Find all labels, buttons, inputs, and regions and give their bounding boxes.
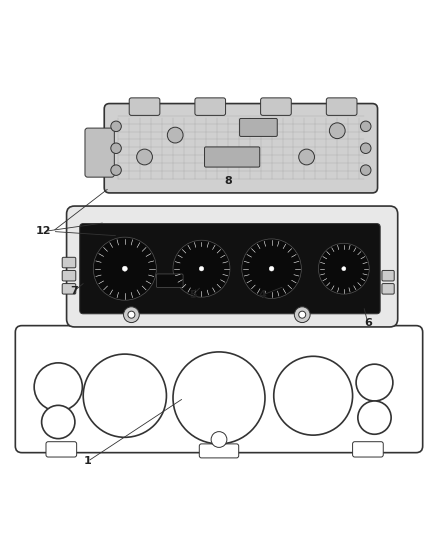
Circle shape	[122, 266, 127, 271]
Circle shape	[360, 143, 371, 154]
Circle shape	[269, 266, 274, 271]
FancyBboxPatch shape	[80, 223, 380, 314]
Text: 6: 6	[364, 318, 372, 328]
FancyBboxPatch shape	[205, 147, 260, 167]
Circle shape	[342, 266, 346, 271]
Circle shape	[274, 356, 353, 435]
FancyBboxPatch shape	[104, 103, 378, 193]
FancyBboxPatch shape	[129, 98, 160, 115]
FancyBboxPatch shape	[261, 98, 291, 115]
FancyBboxPatch shape	[240, 118, 277, 136]
Circle shape	[299, 311, 306, 318]
FancyBboxPatch shape	[195, 98, 226, 115]
FancyBboxPatch shape	[62, 270, 76, 281]
Circle shape	[242, 239, 301, 298]
Circle shape	[111, 143, 121, 154]
Text: 8: 8	[224, 176, 232, 186]
Circle shape	[360, 121, 371, 132]
Circle shape	[360, 165, 371, 175]
Circle shape	[42, 405, 75, 439]
Circle shape	[34, 363, 82, 411]
Circle shape	[318, 243, 369, 294]
Circle shape	[294, 307, 310, 322]
FancyBboxPatch shape	[199, 444, 239, 458]
Circle shape	[356, 364, 393, 401]
Text: 7: 7	[71, 286, 78, 296]
Circle shape	[83, 354, 166, 437]
Circle shape	[173, 352, 265, 444]
Circle shape	[173, 240, 230, 297]
FancyBboxPatch shape	[353, 442, 383, 457]
FancyBboxPatch shape	[382, 284, 394, 294]
Circle shape	[199, 266, 204, 271]
Circle shape	[358, 401, 391, 434]
Text: 4: 4	[259, 290, 267, 300]
Circle shape	[128, 311, 135, 318]
FancyBboxPatch shape	[62, 284, 76, 294]
Text: 1: 1	[84, 456, 92, 466]
FancyBboxPatch shape	[15, 326, 423, 453]
Text: 5: 5	[189, 290, 197, 300]
FancyBboxPatch shape	[62, 257, 76, 268]
Circle shape	[167, 127, 183, 143]
Circle shape	[124, 307, 139, 322]
FancyBboxPatch shape	[382, 270, 394, 281]
Circle shape	[111, 121, 121, 132]
FancyBboxPatch shape	[67, 206, 398, 327]
Circle shape	[137, 149, 152, 165]
FancyBboxPatch shape	[46, 442, 77, 457]
Circle shape	[329, 123, 345, 139]
FancyBboxPatch shape	[326, 98, 357, 115]
Circle shape	[211, 432, 227, 447]
Circle shape	[93, 237, 156, 300]
Text: 12: 12	[36, 227, 52, 237]
FancyBboxPatch shape	[85, 128, 114, 177]
Circle shape	[299, 149, 314, 165]
Circle shape	[111, 165, 121, 175]
FancyBboxPatch shape	[156, 274, 183, 287]
